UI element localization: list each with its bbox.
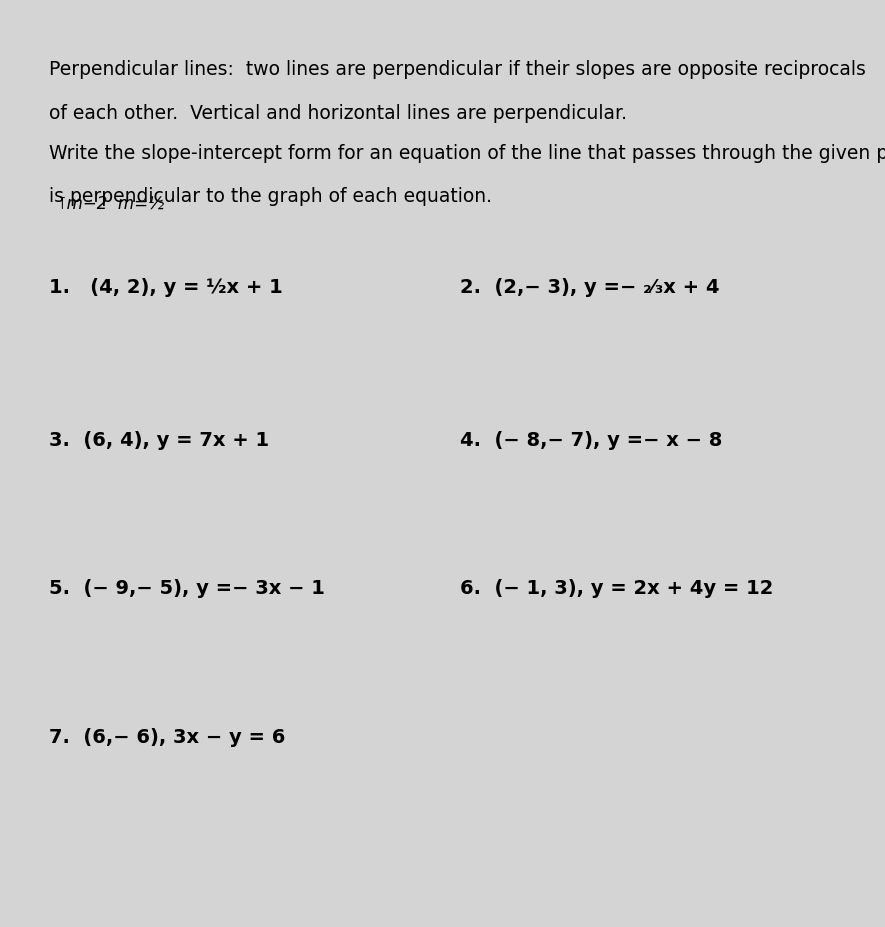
Text: 2.  (2,− 3), y =− ₂⁄₃x + 4: 2. (2,− 3), y =− ₂⁄₃x + 4 [460,278,720,297]
Text: 1.   (4, 2), y = ½x + 1: 1. (4, 2), y = ½x + 1 [49,278,282,297]
Text: Write the slope-intercept form for an equation of the line that passes through t: Write the slope-intercept form for an eq… [49,144,885,162]
Text: 6.  (− 1, 3), y = 2x + 4y = 12: 6. (− 1, 3), y = 2x + 4y = 12 [460,579,773,598]
Text: 5.  (− 9,− 5), y =− 3x − 1: 5. (− 9,− 5), y =− 3x − 1 [49,579,325,598]
Text: is perpendicular to the graph of each equation.: is perpendicular to the graph of each eq… [49,187,492,206]
Text: ⊺m−2  m=½: ⊺m−2 m=½ [58,195,164,212]
Text: Perpendicular lines:  two lines are perpendicular if their slopes are opposite r: Perpendicular lines: two lines are perpe… [49,60,866,79]
Text: 4.  (− 8,− 7), y =− x − 8: 4. (− 8,− 7), y =− x − 8 [460,431,722,450]
Text: 7.  (6,− 6), 3x − y = 6: 7. (6,− 6), 3x − y = 6 [49,728,285,746]
Text: 3.  (6, 4), y = 7x + 1: 3. (6, 4), y = 7x + 1 [49,431,269,450]
Text: of each other.  Vertical and horizontal lines are perpendicular.: of each other. Vertical and horizontal l… [49,104,627,122]
